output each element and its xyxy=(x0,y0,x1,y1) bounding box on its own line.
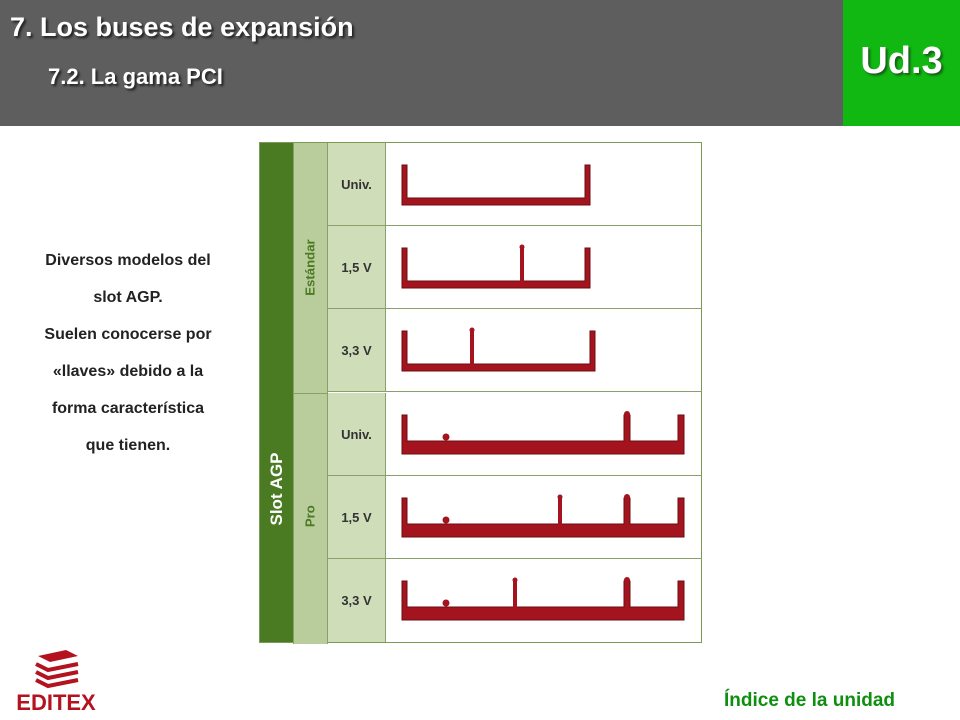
slot-shape xyxy=(401,327,596,372)
slot-row: Univ. xyxy=(328,393,702,476)
slot-key-tip xyxy=(557,494,563,500)
logo-text: EDITEX xyxy=(16,690,96,714)
slot-bump xyxy=(442,433,450,441)
slide-subtitle: 7.2. La gama PCI xyxy=(48,64,223,89)
editex-logo: EDITEX xyxy=(16,650,96,714)
slot-body xyxy=(401,497,685,538)
slot-shape xyxy=(401,244,591,289)
slot-row: Univ. xyxy=(328,143,702,226)
slot-key xyxy=(558,496,562,526)
slot-key-tip xyxy=(624,494,630,500)
group-estandar-text: Estándar xyxy=(303,239,318,295)
unit-label: Ud.3 xyxy=(860,40,943,82)
slot-row: 3,3 V xyxy=(328,559,702,642)
caption-line: Diversos modelos del xyxy=(45,252,211,269)
slot-bump xyxy=(442,599,450,607)
slot-shape-cell xyxy=(386,559,702,642)
slot-shape-cell xyxy=(386,476,702,558)
slot-shape-cell xyxy=(386,393,702,475)
voltage-label: 1,5 V xyxy=(328,476,386,558)
slot-agp-text: Slot AGP xyxy=(267,452,286,525)
voltage-label: Univ. xyxy=(328,393,386,475)
slot-key xyxy=(470,329,474,365)
slot-row: 1,5 V xyxy=(328,476,702,559)
slot-body xyxy=(401,164,591,206)
caption: Diversos modelos del slot AGP. Suelen co… xyxy=(10,242,246,464)
agp-slot-diagram: Slot AGP Estándar Pro Univ. 1,5 V xyxy=(259,142,702,644)
slot-shape xyxy=(401,577,685,621)
voltage-label: 3,3 V xyxy=(328,559,386,642)
slot-body xyxy=(401,580,685,621)
index-link[interactable]: Índice de la unidad xyxy=(724,690,896,711)
slide-header: 7. Los buses de expansión 7.2. La gama P… xyxy=(0,0,843,126)
group-pro: Pro xyxy=(293,394,328,644)
slot-body xyxy=(401,247,591,289)
caption-line: forma característica xyxy=(51,400,205,417)
group-pro-text: Pro xyxy=(303,505,318,527)
caption-line: slot AGP. xyxy=(93,289,163,306)
slot-shape-cell xyxy=(386,143,702,225)
slot-shape xyxy=(401,411,685,455)
slot-body xyxy=(401,330,596,372)
voltage-label: 3,3 V xyxy=(328,309,386,391)
slot-row: 3,3 V xyxy=(328,309,702,392)
group-pro-label: Pro xyxy=(303,505,318,527)
slot-key-tip xyxy=(469,327,475,333)
slot-shape xyxy=(401,494,685,538)
slot-key-tip xyxy=(512,577,518,583)
slot-bump xyxy=(442,516,450,524)
slot-shape xyxy=(401,164,591,206)
slot-key-tip xyxy=(624,577,630,583)
logo-book-icon xyxy=(38,650,78,662)
slot-shape-cell xyxy=(386,309,702,391)
voltage-label: 1,5 V xyxy=(328,226,386,308)
unit-badge: Ud.3 xyxy=(843,0,960,126)
caption-line: que tienen. xyxy=(85,437,171,454)
voltage-label: Univ. xyxy=(328,143,386,225)
slot-body xyxy=(401,414,685,455)
caption-line: Suelen conocerse por xyxy=(44,326,212,343)
slot-shape-cell xyxy=(386,226,702,308)
slot-row: 1,5 V xyxy=(328,226,702,309)
caption-line: «llaves» debido a la xyxy=(52,363,204,380)
group-estandar-label: Estándar xyxy=(303,239,318,295)
slot-key xyxy=(520,246,524,282)
slot-key-tip xyxy=(624,411,630,417)
slot-key xyxy=(513,579,517,609)
slide-title: 7. Los buses de expansión xyxy=(10,12,354,42)
slot-key-tip xyxy=(519,244,525,250)
group-estandar: Estándar xyxy=(293,143,328,394)
slot-agp-column: Slot AGP xyxy=(260,143,293,642)
slot-agp-label: Slot AGP xyxy=(267,452,286,525)
